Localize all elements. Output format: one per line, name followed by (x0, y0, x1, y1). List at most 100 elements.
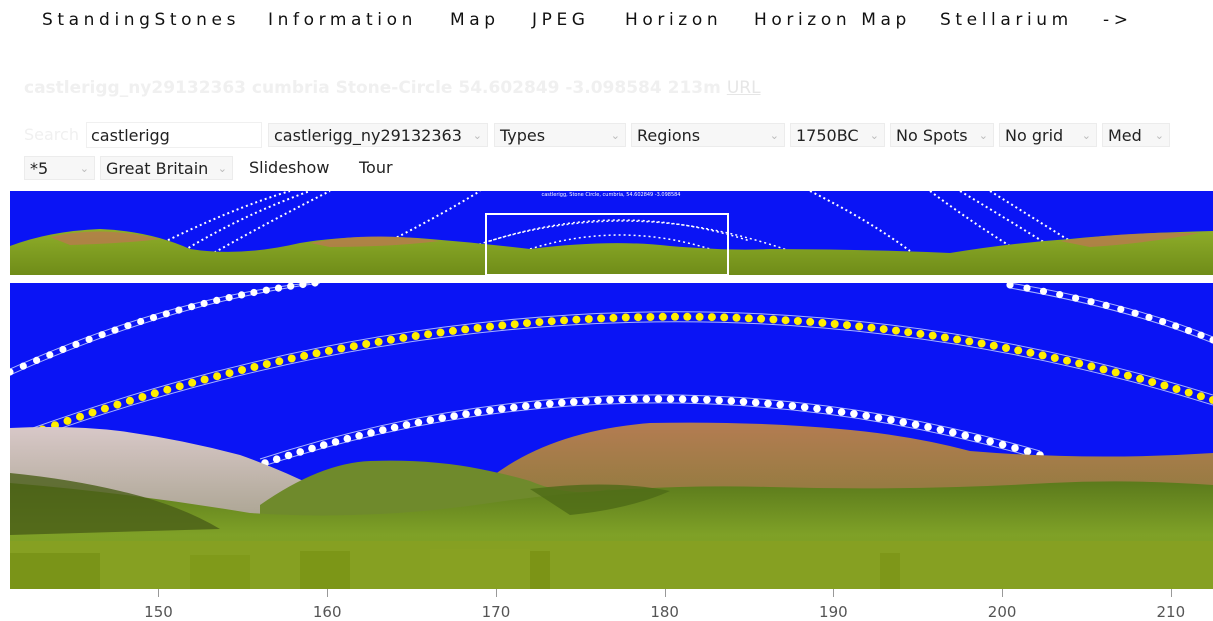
zoom-select[interactable]: *5 ⌄ (24, 156, 95, 180)
moon-dot (594, 396, 602, 405)
nav-information[interactable]: Information (268, 10, 418, 30)
sun-dot (150, 389, 159, 398)
moon-dot (986, 437, 994, 446)
sun-path-thin (29, 311, 1213, 440)
axis-tick-label: 150 (144, 603, 173, 621)
search-input[interactable] (86, 122, 262, 148)
date-select[interactable]: 1750BC ⌄ (790, 123, 885, 147)
sun-dot (523, 319, 531, 328)
moon-dot (331, 438, 340, 446)
regions-select[interactable]: Regions ⌄ (631, 123, 785, 147)
moon-dot (250, 288, 258, 297)
moon-dot (238, 291, 246, 299)
left-shadow-slope (10, 473, 220, 535)
moon-dot (1172, 322, 1180, 330)
sun-dot (448, 326, 457, 335)
sun-dot (1063, 356, 1071, 365)
sun-dot (88, 408, 97, 417)
moon-dot (124, 322, 132, 330)
moon-dot (308, 444, 316, 453)
sun-dot (188, 378, 197, 387)
quality-select[interactable]: Med ⌄ (1102, 123, 1170, 147)
sun-dot (584, 315, 593, 323)
sun-dot (621, 313, 630, 322)
moon-dot (274, 284, 283, 292)
moon-dot (630, 395, 638, 403)
nav-jpeg[interactable]: JPEG (532, 10, 590, 30)
moon-dot (225, 294, 233, 302)
sun-dot (63, 416, 72, 425)
moon-dot (949, 428, 957, 437)
moon-dot (1117, 305, 1125, 313)
middle-shadow (530, 484, 670, 515)
quality-select-value: Med (1108, 126, 1142, 145)
moon-dot (887, 416, 895, 424)
site-url-link[interactable]: URL (726, 78, 761, 98)
axis-tick-mark (1170, 589, 1172, 597)
spots-select[interactable]: No Spots ⌄ (890, 123, 994, 147)
moon-dot (33, 356, 41, 364)
nav-horizon-map[interactable]: Horizon Map (754, 10, 911, 30)
grid-select-value: No grid (1005, 126, 1064, 145)
regions-select-value: Regions (637, 126, 701, 145)
sun-dot (818, 318, 827, 327)
nav-horizon[interactable]: Horizon (625, 10, 723, 30)
moon-dot (642, 395, 651, 403)
sun-dot (744, 314, 753, 323)
moon-dot (678, 395, 687, 403)
sun-dot (1184, 388, 1193, 397)
moon-dot (1184, 327, 1193, 335)
sun-dot (1002, 344, 1010, 352)
sun-dot (1160, 381, 1169, 390)
moon-dot (1023, 284, 1031, 292)
grid-select[interactable]: No grid ⌄ (999, 123, 1097, 147)
axis-tick-mark (327, 589, 329, 597)
moon-dot (606, 396, 614, 404)
sun-dot (1050, 354, 1059, 362)
sun-dot (238, 366, 246, 374)
nav-stellarium[interactable]: Stellarium (940, 10, 1073, 30)
moon-dot (10, 368, 14, 376)
sun-dot (374, 337, 383, 346)
site-select[interactable]: castlerigg_ny29132363 ⌄ (268, 123, 488, 147)
moon-dot (175, 306, 183, 314)
moon-dot (1145, 313, 1153, 321)
sun-dot (683, 312, 692, 321)
sun-dot (498, 321, 507, 330)
moon-dot (1159, 318, 1167, 326)
moon-dot (899, 418, 907, 426)
axis-tick-label: 180 (650, 603, 679, 621)
axis-tick-mark (664, 589, 666, 597)
axis-tick-label: 160 (312, 603, 342, 621)
moon-dot (800, 403, 809, 412)
sun-dot (461, 325, 470, 334)
sun-dot (399, 333, 408, 342)
sun-dot (411, 332, 420, 340)
moon-dot (137, 317, 145, 326)
sun-dot (928, 331, 937, 340)
tour-link[interactable]: Tour (359, 158, 393, 177)
sun-dot (163, 385, 172, 394)
horizon-overview-panorama[interactable]: castlerigg, Stone Circle, cumbria, 54.60… (10, 191, 1213, 275)
chevron-down-icon: ⌄ (610, 129, 620, 142)
moon-dot (272, 455, 281, 463)
sun-dot (324, 346, 333, 355)
moon-dot (837, 408, 846, 416)
slideshow-link[interactable]: Slideshow (249, 158, 330, 177)
nav-standingstones[interactable]: StandingStones (42, 10, 241, 30)
moon-dot (19, 362, 27, 370)
sun-dot (535, 318, 544, 327)
moon-dot (788, 402, 797, 410)
nav-map[interactable]: Map (450, 10, 500, 30)
nav-next-arrow[interactable]: -> (1103, 10, 1133, 30)
horizon-main-panorama[interactable] (10, 283, 1213, 589)
moon-dot (390, 423, 399, 432)
overview-viewport-frame[interactable] (485, 213, 729, 275)
sun-dot (572, 315, 581, 324)
moon-dot (534, 401, 542, 409)
moon-dot (862, 411, 870, 420)
country-select[interactable]: Great Britain ⌄ (100, 156, 233, 180)
types-select[interactable]: Types ⌄ (494, 123, 626, 147)
moon-dot (498, 405, 506, 413)
sun-dot (597, 314, 606, 323)
